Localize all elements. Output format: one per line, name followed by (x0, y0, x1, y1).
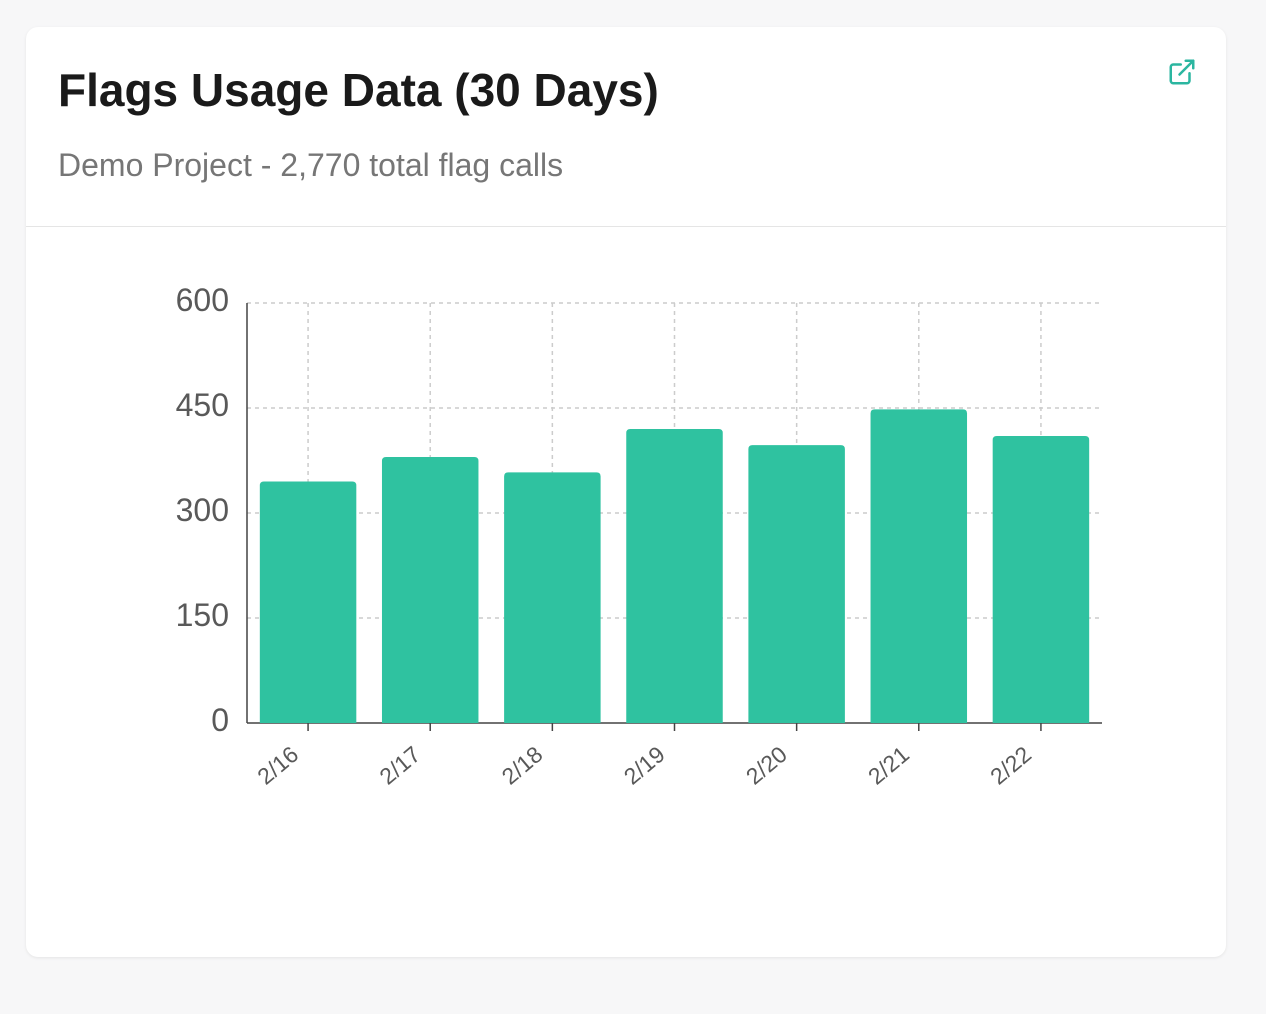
svg-text:600: 600 (176, 282, 229, 318)
svg-text:300: 300 (176, 492, 229, 528)
svg-text:150: 150 (176, 597, 229, 633)
svg-text:450: 450 (176, 387, 229, 423)
svg-text:2/20: 2/20 (741, 741, 792, 790)
svg-text:2/22: 2/22 (985, 741, 1036, 790)
svg-text:0: 0 (211, 702, 229, 738)
svg-text:2/19: 2/19 (619, 741, 670, 790)
svg-text:2/16: 2/16 (252, 741, 303, 790)
svg-text:2/18: 2/18 (497, 741, 548, 790)
svg-text:2/21: 2/21 (863, 741, 914, 790)
svg-text:2/17: 2/17 (374, 741, 425, 790)
